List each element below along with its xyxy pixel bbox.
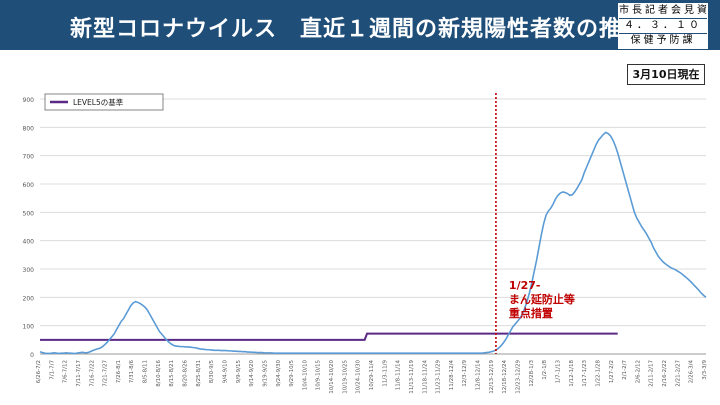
- x-tick-label: 1/17-1/23: [582, 360, 588, 387]
- y-tick-label: 200: [23, 295, 35, 302]
- x-tick-label: 7/6-7/12: [63, 360, 69, 383]
- x-tick-label: 2/16-2/22: [662, 360, 668, 387]
- x-tick-label: 6/26-7/2: [36, 360, 42, 383]
- x-tick-label: 12/3-12/9: [462, 360, 468, 387]
- x-tick-label: 8/15-8/21: [169, 360, 175, 387]
- x-tick-label: 10/9-10/15: [316, 360, 322, 391]
- event-annotation-line: まん延防止等: [509, 292, 575, 306]
- y-tick-label: 500: [23, 210, 35, 217]
- x-tick-label: 10/24-10/30: [356, 360, 362, 394]
- x-tick-label: 7/16-7/22: [89, 360, 95, 387]
- x-tick-label: 7/11-7/17: [76, 360, 82, 387]
- x-tick-label: 11/18-11/24: [422, 360, 428, 394]
- x-tick-label: 9/14-9/20: [249, 360, 255, 387]
- x-tick-label: 2/6-2/12: [635, 360, 641, 383]
- press-info-box: 市長記者会見資料 ４．３．１０ 保健予防課: [618, 3, 708, 49]
- x-tick-label: 12/18-12/24: [502, 360, 508, 394]
- y-tick-label: 300: [23, 267, 35, 274]
- x-tick-label: 11/13-11/19: [409, 360, 415, 394]
- x-tick-label: 10/29-11/4: [369, 360, 375, 391]
- x-tick-label: 10/14-10/20: [329, 360, 335, 394]
- x-tick-label: 11/3-11/9: [382, 360, 388, 387]
- x-tick-label: 9/19-9/25: [262, 360, 268, 387]
- x-tick-label: 8/25-8/31: [196, 360, 202, 387]
- x-tick-label: 1/27-2/2: [609, 360, 615, 383]
- press-line-3: 保健予防課: [630, 35, 696, 46]
- x-tick-label: 12/23-12/29: [516, 360, 522, 394]
- x-tick-label: 8/10-8/16: [156, 360, 162, 387]
- x-tick-label: 1/22-1/28: [595, 360, 601, 387]
- x-tick-label: 9/24-9/30: [276, 360, 282, 387]
- y-tick-label: 100: [23, 324, 35, 331]
- x-tick-label: 1/7-1/13: [555, 359, 561, 383]
- press-line-2: ４．３．１０: [619, 19, 707, 34]
- x-tick-label: 12/8-12/14: [476, 360, 482, 391]
- x-tick-label: 3/3-3/9: [702, 360, 708, 380]
- x-tick-label: 2/26-3/4: [689, 359, 695, 383]
- x-tick-label: 1/2-1/8: [542, 360, 548, 380]
- new-cases-series-line: [39, 131, 707, 355]
- y-tick-label: 700: [23, 154, 35, 161]
- y-tick-label: 800: [23, 125, 35, 132]
- x-tick-label: 11/23-11/29: [436, 360, 442, 394]
- x-tick-label: 7/1-7/7: [49, 360, 55, 380]
- x-tick-label: 2/1-2/7: [622, 360, 628, 380]
- x-tick-label: 9/9-9/15: [236, 359, 242, 383]
- x-tick-label: 7/26-8/1: [116, 360, 122, 383]
- x-tick-label: 11/8-11/14: [396, 360, 402, 391]
- line-chart: 0 100 200 300 400 500 600 700 800 900 6/26-7/2 7/1-…: [23, 93, 708, 394]
- as-of-date: 3月10日現在: [627, 64, 705, 85]
- x-tick-label: 12/28-1/3: [529, 360, 535, 387]
- press-line-1: 市長記者会見資料: [619, 4, 707, 19]
- x-tick-label: 7/21-7/27: [103, 360, 109, 387]
- x-tick-label: 8/20-8/26: [183, 360, 189, 387]
- legend-label-level5: LEVEL5の基準: [73, 97, 124, 107]
- x-tick-label: 9/29-10/5: [289, 360, 295, 387]
- legend-box: [44, 93, 164, 111]
- y-tick-label: 400: [23, 239, 35, 246]
- x-tick-label: 9/4-9/10: [222, 359, 228, 383]
- event-annotation-line: 重点措置: [509, 306, 553, 320]
- x-tick-label: 7/31-8/6: [129, 359, 135, 383]
- x-tick-label: 2/21-2/27: [675, 360, 681, 387]
- header-bar: 新型コロナウイルス 直近１週間の新規陽性者数の推移 市長記者会見資料 ４．３．１…: [0, 0, 720, 50]
- y-tick-label: 900: [23, 97, 35, 104]
- x-tick-label: 1/12-1/18: [569, 360, 575, 387]
- x-tick-label: 10/4-10/10: [302, 360, 308, 391]
- event-annotation-line: 1/27-: [509, 279, 541, 292]
- x-tick-label: 12/13-12/19: [489, 360, 495, 394]
- x-tick-label: 2/11-2/17: [649, 360, 655, 387]
- x-tick-label: 10/19-10/25: [342, 360, 348, 394]
- x-tick-label: 8/5-8/11: [143, 360, 149, 383]
- y-tick-label: 0: [30, 352, 34, 359]
- level5-threshold-line: [40, 332, 618, 341]
- x-tick-label: 8/30-9/5: [209, 359, 215, 383]
- y-tick-label: 600: [23, 182, 35, 189]
- page-title: 新型コロナウイルス 直近１週間の新規陽性者数の推移: [70, 17, 646, 42]
- x-tick-label: 11/28-12/4: [449, 360, 455, 391]
